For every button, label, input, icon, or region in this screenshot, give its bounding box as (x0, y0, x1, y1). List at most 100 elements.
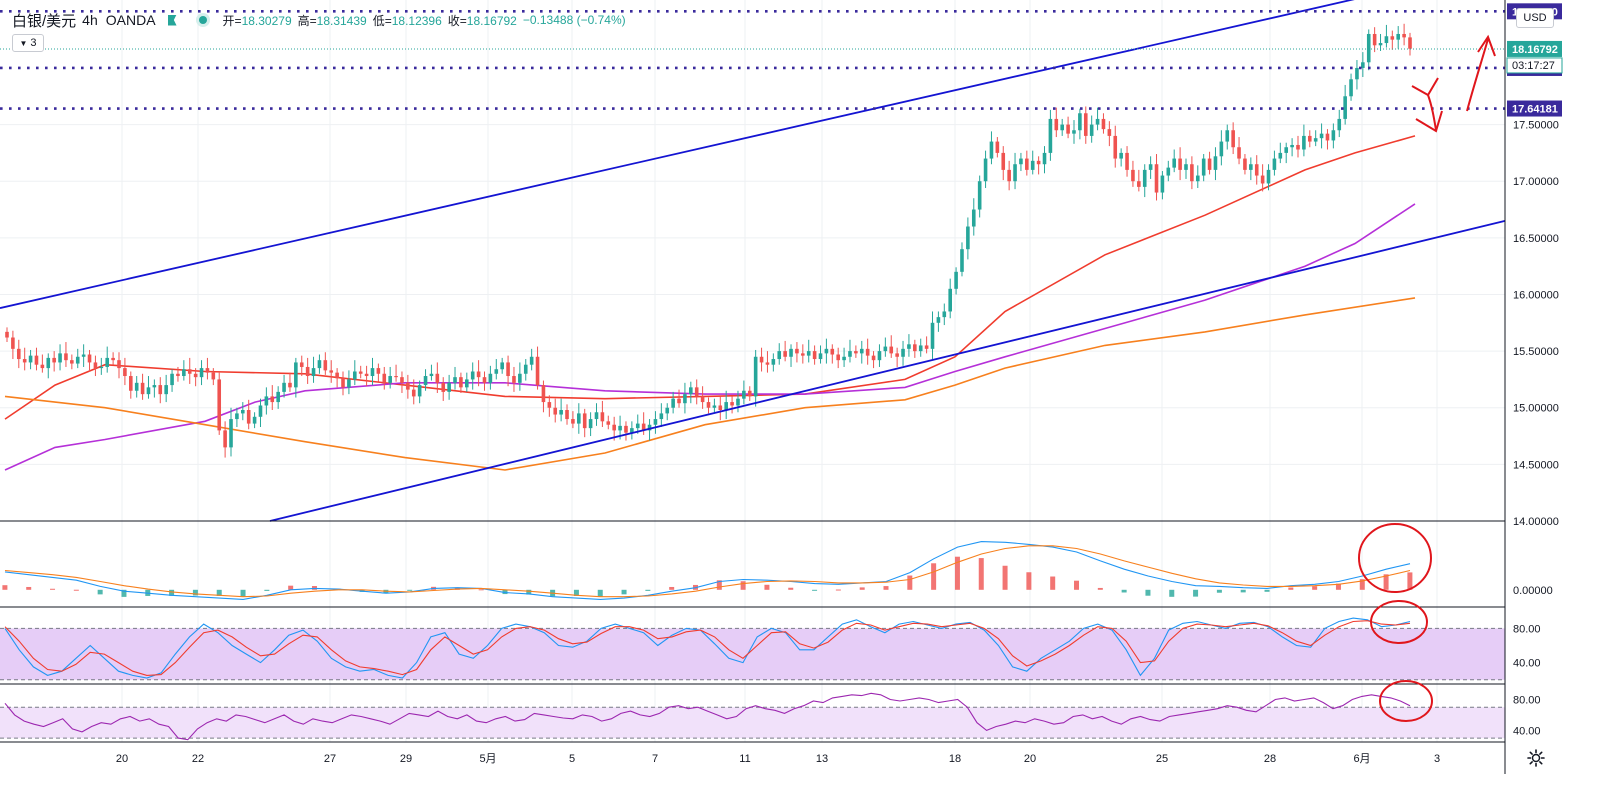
candle-body (134, 382, 139, 391)
indicators-toggle-button[interactable]: ▼ 3 (12, 34, 44, 52)
macd-histogram-bar (1312, 586, 1318, 590)
y-tick-label: 15.50000 (1513, 346, 1559, 358)
macd-histogram-bar (1193, 589, 1199, 597)
macd-histogram-bar (1407, 572, 1413, 590)
currency-button[interactable]: USD (1516, 8, 1554, 28)
macd-histogram-bar (764, 584, 770, 590)
candle-body (1272, 158, 1277, 170)
candle-body (34, 355, 39, 365)
trend-line (0, 0, 1355, 309)
candle-body (971, 209, 976, 227)
candle-body (158, 385, 163, 395)
candle-body (1343, 96, 1347, 119)
candle-body (977, 181, 982, 210)
candle-body (1355, 67, 1359, 80)
candle-body (1249, 164, 1253, 170)
candle-body (1172, 158, 1177, 168)
macd-histogram-bar (740, 581, 746, 590)
candle-body (476, 371, 481, 378)
candle-body (936, 317, 941, 323)
macd-histogram-bar (573, 589, 579, 596)
countdown-label: 03:17:27 (1512, 60, 1555, 72)
market-status-icon (198, 16, 207, 24)
candle-body (123, 368, 127, 377)
candle-body (694, 387, 699, 397)
candle-body (571, 419, 575, 424)
macd-histogram-bar (502, 589, 508, 595)
macd-series-line (4, 541, 1411, 600)
candle-body (1207, 158, 1212, 170)
candle-body (630, 428, 634, 433)
candle-body (901, 348, 905, 357)
candle-body (276, 391, 280, 403)
candle-body (28, 355, 33, 363)
candle-body (58, 353, 62, 363)
candle-body (211, 372, 216, 380)
candle-body (1154, 164, 1159, 193)
candle-body (942, 311, 947, 318)
candle-body (500, 362, 504, 370)
price-level-tag (1507, 100, 1562, 117)
candle-body (105, 357, 110, 367)
candle-body (182, 369, 186, 377)
candle-body (1178, 158, 1182, 170)
candle-body (146, 387, 151, 395)
candle-body (246, 410, 251, 424)
candle-body (718, 405, 723, 411)
candle-body (712, 405, 717, 408)
candle-body (1319, 133, 1324, 139)
macd-histogram-bar (1359, 579, 1365, 590)
gear-icon[interactable] (1526, 748, 1546, 768)
candle-body (353, 371, 357, 380)
candle-body (812, 351, 817, 360)
candle-body (1072, 130, 1076, 134)
candle-body (1190, 164, 1194, 182)
candle-body (1396, 33, 1401, 40)
annotation-arrow (1411, 77, 1439, 97)
candle-body (40, 364, 45, 369)
candle-body (553, 407, 558, 415)
x-tick-label: 29 (400, 753, 412, 765)
annotation-circle (1379, 680, 1433, 722)
candle-body (541, 385, 546, 403)
last-price-tag (1507, 40, 1562, 57)
candle-body (341, 378, 345, 388)
macd-histogram-bar (1383, 574, 1389, 590)
x-tick-label: 5 (569, 753, 575, 765)
candle-body (924, 345, 929, 349)
candle-body (1166, 167, 1171, 176)
x-tick-label: 3 (1434, 753, 1440, 765)
candle-body (140, 382, 145, 395)
candle-body (854, 351, 858, 354)
candle-body (1007, 169, 1011, 182)
candle-body (1219, 141, 1224, 157)
y-tick-label: 80.00 (1513, 694, 1541, 706)
candle-body (264, 396, 269, 406)
y-tick-label: 14.00000 (1513, 516, 1559, 528)
chart-canvas[interactable]: 20 22 27 29 5月 5 7 11 13 18 20 25 28 6月 3 14.00000 14.50… (0, 0, 1568, 774)
candle-body (1225, 130, 1230, 142)
interval-label[interactable]: 4h (82, 12, 98, 28)
oscillator-band (0, 628, 1505, 680)
candle-body (795, 348, 799, 354)
candle-body (606, 421, 611, 425)
candle-body (453, 377, 457, 383)
price-level-label: 17.64181 (1512, 104, 1558, 116)
candle-body (335, 372, 339, 379)
macd-histogram-bar (26, 586, 32, 590)
annotation-circle (1370, 600, 1428, 644)
symbol-name[interactable]: 白银/美元 (12, 12, 77, 30)
candle-body (488, 373, 493, 383)
candle-body (1254, 164, 1259, 176)
candle-body (1160, 175, 1165, 193)
candle-body (995, 141, 1000, 153)
macd-histogram-bar (788, 587, 794, 590)
candle-body (1125, 152, 1129, 170)
annotation-arrow (1427, 94, 1437, 131)
candle-body (1349, 79, 1353, 97)
candle-body (1142, 169, 1147, 187)
candle-body (470, 371, 475, 380)
macd-histogram-bar (1264, 589, 1270, 592)
flag-icon[interactable] (167, 14, 177, 26)
x-tick-label: 11 (739, 753, 750, 765)
